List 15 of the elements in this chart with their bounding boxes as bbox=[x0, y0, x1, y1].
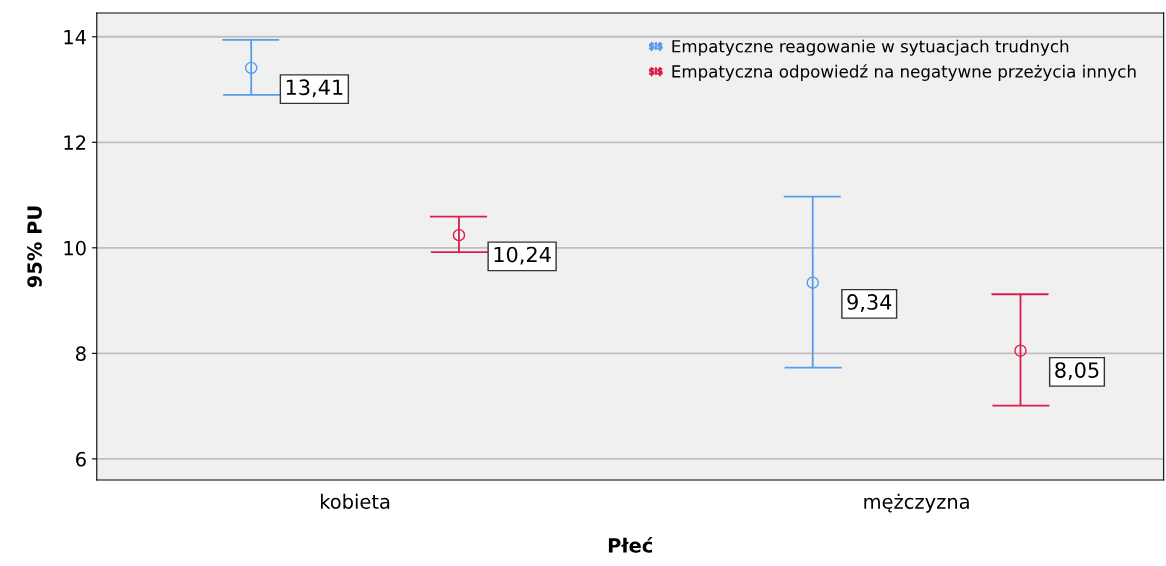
x-tick-label: mężczyzna bbox=[864, 493, 969, 513]
legend-label: Empatyczne reagowanie w sytuacjach trudnych bbox=[672, 39, 1069, 56]
data-label: 9,34 bbox=[847, 294, 892, 312]
data-label: 8,05 bbox=[1055, 362, 1099, 381]
y-tick-label: 6 bbox=[76, 451, 86, 467]
x-axis-title: Płeć bbox=[608, 536, 653, 553]
x-tick-label: kobieta bbox=[320, 493, 390, 509]
y-axis-title: 95% PU bbox=[27, 206, 42, 288]
data-label: 10,24 bbox=[494, 246, 551, 265]
y-tick-label: 10 bbox=[64, 240, 86, 256]
y-tick-label: 14 bbox=[64, 29, 86, 45]
y-tick-label: 8 bbox=[76, 346, 86, 361]
y-tick-label: 12 bbox=[64, 135, 86, 150]
data-label: 13,41 bbox=[286, 79, 343, 98]
legend-label: Empatyczna odpowiedź na negatywne przeżycia innych bbox=[672, 64, 1136, 81]
